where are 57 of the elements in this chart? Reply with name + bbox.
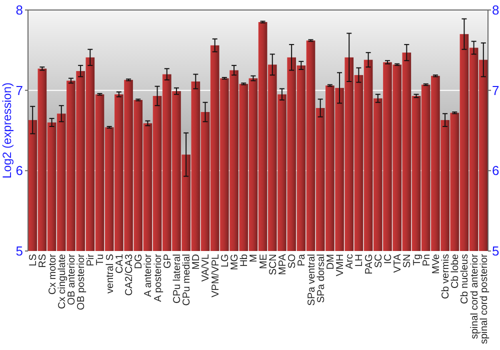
x-tick-label: Arc bbox=[344, 254, 356, 269]
x-tick-label: A posterior bbox=[152, 253, 164, 302]
x-tick-label: CPu lateral bbox=[172, 254, 183, 304]
y2-tick-label: 6 bbox=[492, 163, 500, 178]
x-tick-label: spinal cord posterior bbox=[478, 253, 490, 344]
x-tick-label: OB anterior bbox=[66, 253, 78, 306]
x-tick-label: OB posterior bbox=[76, 253, 88, 310]
x-tick-label: Cb lobe bbox=[450, 254, 462, 288]
x-tick-label: Tg bbox=[412, 254, 423, 266]
x-tick-label: SC bbox=[373, 254, 384, 268]
x-tick-label: DM bbox=[325, 254, 336, 270]
x-tick-label: VTA bbox=[392, 254, 404, 273]
x-tick-label: MPA bbox=[277, 254, 288, 275]
x-tick-label: CA1 bbox=[114, 254, 126, 274]
x-tick-label: SN bbox=[402, 254, 414, 268]
y2-tick-label: 5 bbox=[492, 244, 500, 259]
x-tick-label: GP bbox=[162, 254, 174, 268]
x-tick-label: VPM/VPL bbox=[210, 254, 222, 298]
x-tick-label: Pn bbox=[421, 254, 432, 266]
x-tick-label: MD bbox=[191, 254, 202, 270]
x-tick-label: LG bbox=[220, 254, 231, 268]
x-tick-label: MG bbox=[230, 254, 241, 270]
x-tick-label: M bbox=[248, 254, 260, 262]
y-tick-label: 6 bbox=[16, 163, 23, 178]
x-tick-label: Cx motor bbox=[47, 253, 58, 295]
x-tick-label: SO bbox=[287, 254, 298, 268]
y-tick-label: 8 bbox=[16, 2, 23, 18]
x-tick-label: Cx cingulate bbox=[56, 254, 68, 310]
x-tick-label: SCN bbox=[268, 254, 279, 276]
x-tick-label: CA2/CA3 bbox=[124, 254, 136, 296]
x-tick-label: ventral S bbox=[104, 254, 116, 294]
x-tick-label: ME bbox=[258, 254, 270, 269]
x-tick-label: RS bbox=[38, 254, 49, 268]
x-tick-label: Cb vermis bbox=[440, 254, 452, 300]
x-tick-label: IC bbox=[382, 254, 394, 264]
y2-tick-label: 7 bbox=[492, 82, 500, 98]
x-tick-label: Cb nucleus bbox=[460, 254, 471, 304]
x-tick-label: Pa bbox=[296, 254, 308, 266]
x-tick-label: DG bbox=[134, 254, 145, 269]
y-tick-label: 5 bbox=[16, 244, 23, 259]
x-tick-label: VMH bbox=[335, 254, 346, 276]
x-tick-label: SPa ventral bbox=[306, 254, 318, 306]
x-tick-label: MVe bbox=[430, 254, 442, 274]
x-tick-label: spinal cord anterior bbox=[469, 253, 480, 340]
y-axis-title: Log2 (expression) bbox=[0, 82, 14, 179]
x-tick-label: A anterior bbox=[143, 253, 154, 297]
x-tick-label: PAG bbox=[364, 254, 375, 274]
x-tick-label: Hb bbox=[239, 254, 250, 267]
x-tick-label: Tu bbox=[95, 254, 106, 266]
x-tick-label: Pir bbox=[86, 253, 97, 266]
x-tick-label: LH bbox=[354, 254, 366, 267]
y-tick-label: 7 bbox=[16, 82, 23, 98]
y2-tick-label: 8 bbox=[492, 2, 500, 18]
x-tick-label: VA/VL bbox=[200, 254, 212, 282]
x-tick-label: SPa dorsal bbox=[316, 254, 327, 303]
x-tick-label: LS bbox=[28, 254, 40, 266]
x-tick-label: CPu medial bbox=[182, 254, 193, 306]
